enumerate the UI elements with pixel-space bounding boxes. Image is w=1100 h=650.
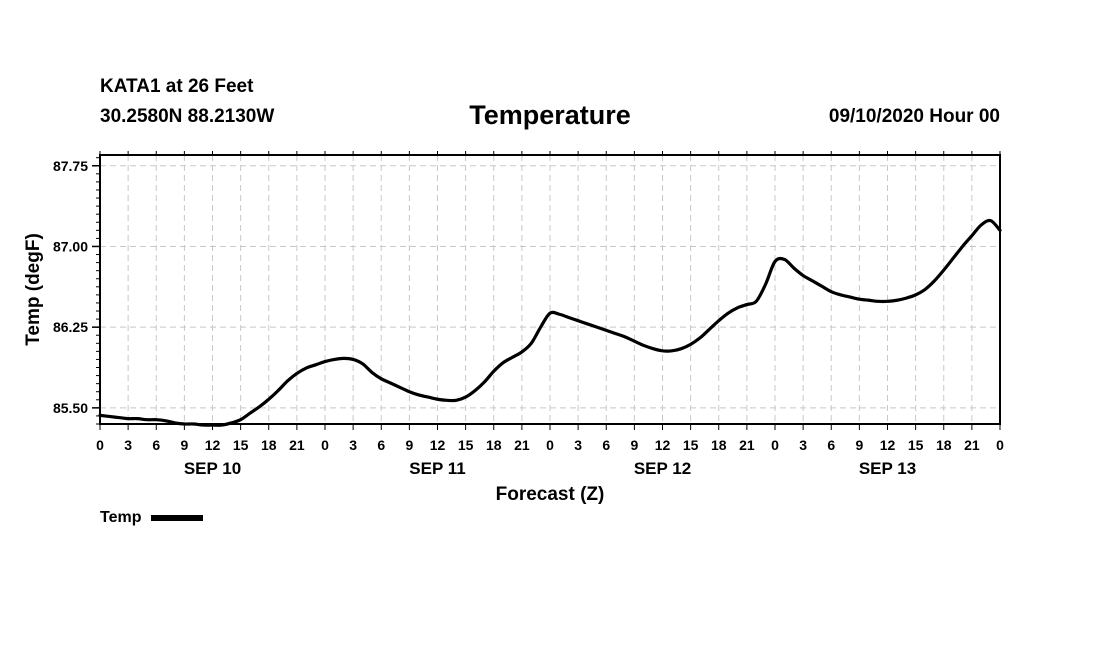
x-tick-label: 3 bbox=[574, 437, 582, 453]
x-tick-label: 0 bbox=[546, 437, 554, 453]
x-tick-label: 0 bbox=[321, 437, 329, 453]
x-tick-label: 9 bbox=[630, 437, 638, 453]
x-tick-label: 15 bbox=[233, 437, 249, 453]
x-tick-label: 15 bbox=[683, 437, 699, 453]
station-coordinates: 30.2580N 88.2130W bbox=[100, 106, 275, 127]
axis-tick-labels: 0 3 6 9 12 15 18 21 0 3 6 9 12 15 18 21 0 3 6 9 12 15 18 21 0 3 6 9… bbox=[53, 158, 1004, 478]
x-tick-label: 0 bbox=[771, 437, 779, 453]
x-tick-label: 12 bbox=[430, 437, 446, 453]
day-label: SEP 10 bbox=[184, 459, 241, 478]
series-layer bbox=[98, 218, 1002, 427]
x-tick-label: 12 bbox=[655, 437, 671, 453]
x-tick-label: 3 bbox=[349, 437, 357, 453]
legend-swatch bbox=[151, 515, 204, 521]
x-tick-label: 6 bbox=[152, 437, 160, 453]
x-tick-label: 3 bbox=[799, 437, 807, 453]
x-tick-label: 3 bbox=[124, 437, 132, 453]
legend-label: Temp bbox=[100, 509, 142, 526]
x-tick-label: 6 bbox=[602, 437, 610, 453]
x-tick-label: 9 bbox=[405, 437, 413, 453]
x-tick-label: 21 bbox=[289, 437, 305, 453]
y-tick-label: 86.25 bbox=[53, 319, 88, 335]
x-axis-title: Forecast (Z) bbox=[496, 484, 605, 505]
x-tick-label: 21 bbox=[514, 437, 530, 453]
y-tick-label: 87.75 bbox=[53, 158, 88, 174]
x-tick-label: 9 bbox=[855, 437, 863, 453]
y-tick-label: 85.50 bbox=[53, 400, 88, 416]
x-tick-label: 15 bbox=[458, 437, 474, 453]
x-tick-label: 9 bbox=[180, 437, 188, 453]
x-tick-label: 12 bbox=[880, 437, 896, 453]
station-name: KATA1 at 26 Feet bbox=[100, 76, 254, 97]
x-tick-label: 15 bbox=[908, 437, 924, 453]
y-tick-label: 87.00 bbox=[53, 238, 88, 254]
x-tick-label: 6 bbox=[377, 437, 385, 453]
day-label: SEP 13 bbox=[859, 459, 916, 478]
x-tick-label: 21 bbox=[964, 437, 980, 453]
x-tick-label: 18 bbox=[261, 437, 277, 453]
y-axis-title: Temp (degF) bbox=[23, 233, 44, 346]
day-label: SEP 12 bbox=[634, 459, 691, 478]
x-tick-label: 21 bbox=[739, 437, 755, 453]
x-tick-label: 18 bbox=[711, 437, 727, 453]
x-tick-label: 6 bbox=[827, 437, 835, 453]
x-tick-label: 12 bbox=[205, 437, 221, 453]
axis-ticks bbox=[92, 151, 1001, 430]
legend: Temp bbox=[100, 509, 204, 527]
day-label: SEP 11 bbox=[409, 459, 465, 478]
x-tick-label: 18 bbox=[936, 437, 952, 453]
x-tick-label: 18 bbox=[486, 437, 502, 453]
plot-frame bbox=[99, 154, 1001, 425]
chart-title: Temperature bbox=[469, 100, 631, 130]
series-line-temp bbox=[98, 218, 1002, 427]
x-tick-label: 0 bbox=[996, 437, 1004, 453]
x-tick-label: 0 bbox=[96, 437, 104, 453]
grid-lines bbox=[100, 155, 1000, 424]
forecast-run-time: 09/10/2020 Hour 00 bbox=[828, 106, 1000, 127]
